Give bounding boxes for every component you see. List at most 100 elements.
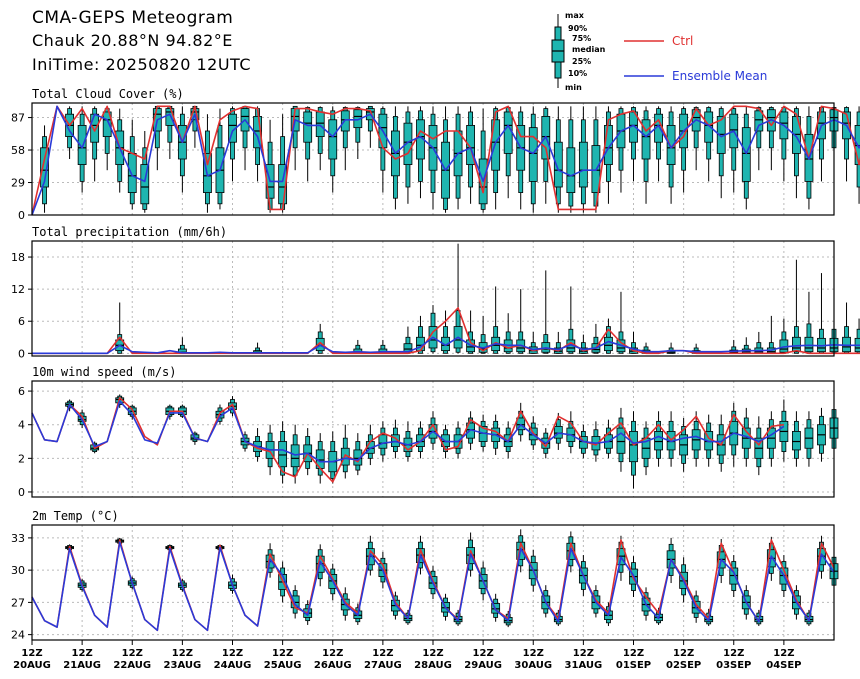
box-p25-p75-0-3 <box>90 113 100 143</box>
xtick-date-1: 21AUG <box>63 660 101 671</box>
box-p25-p75-2-35 <box>553 425 563 439</box>
ytick-label-0-0: 0 <box>18 209 25 222</box>
panel-2 <box>28 380 839 498</box>
box-p25-p75-0-42 <box>578 141 588 188</box>
legend-label-5: 10% <box>568 69 587 78</box>
ytick-label-2-1: 2 <box>18 452 25 465</box>
box-p25-p75-0-47 <box>641 119 651 160</box>
xtick-hour-2: 12Z <box>122 648 143 659</box>
xtick-hour-0: 12Z <box>21 648 42 659</box>
box-p25-p75-2-54 <box>792 431 801 451</box>
legend-label-4: 25% <box>572 57 591 66</box>
xtick-date-5: 25AUG <box>264 660 302 671</box>
xtick-date-8: 28AUG <box>414 660 452 671</box>
ytick-label-0-1: 29 <box>11 177 25 190</box>
panel-title-3: 2m Temp (°C) <box>32 509 119 523</box>
box-p25-p75-0-6 <box>127 152 137 193</box>
legend-label-3: median <box>572 45 606 54</box>
xtick-date-11: 31AUG <box>565 660 603 671</box>
legend-text-0: Ctrl <box>672 34 693 48</box>
xtick-date-6: 26AUG <box>314 660 352 671</box>
box-p25-p75-0-55 <box>741 127 751 182</box>
ytick-label-0-2: 58 <box>11 144 25 157</box>
legend-label-1: 90% <box>568 24 587 33</box>
panel-0 <box>28 102 860 216</box>
box-p25-p75-2-41 <box>629 431 638 463</box>
xtick-hour-3: 12Z <box>172 648 193 659</box>
xtick-hour-7: 12Z <box>372 648 393 659</box>
series-mean-1 <box>32 336 860 355</box>
box-p25-p75-0-0 <box>40 147 49 188</box>
ytick-label-3-2: 30 <box>11 564 25 577</box>
box-p25-p75-1-9 <box>441 336 450 352</box>
box-p25-p75-2-14 <box>290 444 300 468</box>
xtick-hour-6: 12Z <box>322 648 343 659</box>
box-p25-p75-2-43 <box>654 431 663 451</box>
ytick-label-1-3: 18 <box>11 251 25 264</box>
panel-frame-2 <box>31 380 835 498</box>
xtick-hour-5: 12Z <box>272 648 293 659</box>
ytick-label-2-2: 4 <box>18 419 25 432</box>
box-p25-p75-2-32 <box>516 417 526 431</box>
ytick-label-0-3: 87 <box>11 112 25 125</box>
xtick-date-4: 24AUG <box>214 660 252 671</box>
xtick-hour-15: 12Z <box>773 648 794 659</box>
series-mean-0 <box>31 105 860 216</box>
ytick-label-2-3: 6 <box>18 385 25 398</box>
xtick-hour-10: 12Z <box>523 648 544 659</box>
box-p25-p75-0-4 <box>102 111 112 137</box>
xtick-date-13: 02SEP <box>666 660 701 671</box>
ytick-label-1-1: 6 <box>18 315 25 328</box>
box-p25-p75-0-20 <box>303 111 313 143</box>
box-p25-p75-0-7 <box>140 164 150 205</box>
box-p25-p75-0-21 <box>315 111 325 137</box>
box-p25-p75-0-35 <box>491 119 501 171</box>
box-p25-p75-2-22 <box>391 434 400 447</box>
xtick-hour-14: 12Z <box>723 648 744 659</box>
box-p25-p75-2-13 <box>278 441 288 468</box>
xtick-date-9: 29AUG <box>464 660 502 671</box>
ytick-label-1-2: 12 <box>11 283 25 296</box>
xtick-hour-4: 12Z <box>222 648 243 659</box>
box-p25-p75-0-38 <box>528 127 538 182</box>
panel-title-0: Total Cloud Cover (%) <box>32 87 184 101</box>
legend-label-0: max <box>565 11 585 20</box>
series-ctrl-2 <box>31 397 784 483</box>
location-label: Chauk 20.88°N 94.82°E <box>32 31 233 50</box>
panel-title-2: 10m wind speed (m/s) <box>32 365 177 379</box>
series-mean-3 <box>31 541 835 632</box>
box-p25-p75-0-2 <box>77 125 87 166</box>
box-p25-p75-0-52 <box>704 111 714 143</box>
ytick-label-3-0: 24 <box>11 629 25 642</box>
xtick-hour-12: 12Z <box>623 648 644 659</box>
box-p25-p75-0-40 <box>553 141 563 188</box>
legend-label-2: 75% <box>572 34 591 43</box>
box-p25-p75-1-3 <box>315 337 325 352</box>
init-time-label: IniTime: 20250820 12UTC <box>32 55 252 74</box>
meteogram-header: CMA-GEPS Meteogram Chauk 20.88°N 94.82°E… <box>0 0 860 100</box>
xtick-hour-13: 12Z <box>673 648 694 659</box>
ytick-label-3-3: 33 <box>11 532 25 545</box>
xtick-date-15: 04SEP <box>766 660 801 671</box>
xtick-hour-9: 12Z <box>473 648 494 659</box>
xtick-date-3: 23AUG <box>164 660 202 671</box>
box-p25-p75-2-19 <box>353 449 363 466</box>
legend-label-6: min <box>565 83 582 92</box>
xtick-date-14: 03SEP <box>716 660 751 671</box>
box-p25-p75-0-9 <box>165 108 175 126</box>
panel-title-1: Total precipitation (mm/6h) <box>32 225 227 239</box>
box-p25-p75-0-22 <box>328 119 338 160</box>
ytick-label-2-0: 0 <box>18 486 25 499</box>
xtick-date-2: 22AUG <box>113 660 151 671</box>
xtick-date-0: 20AUG <box>13 660 51 671</box>
box-p25-p75-1-22 <box>604 336 613 352</box>
panel-1 <box>28 240 860 357</box>
panel-frame-1 <box>31 240 835 357</box>
box-p25-p75-1-33 <box>792 336 801 353</box>
legend-text-1: Ensemble Mean <box>672 69 767 83</box>
panel-3 <box>28 524 839 641</box>
box-p25-p75-0-28 <box>403 122 413 166</box>
box-p25-p75-1-34 <box>804 336 814 353</box>
panel-frame-0 <box>31 102 835 216</box>
